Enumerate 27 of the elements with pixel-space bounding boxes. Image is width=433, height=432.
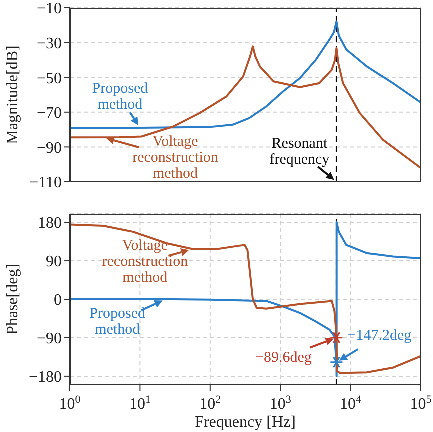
x-tick-label: 10$^{4}$ (340, 394, 362, 413)
y-tick-label: 0 (54, 292, 62, 310)
y-axis-title: Phase[deg] (4, 264, 22, 336)
y-tick-label: −70 (36, 105, 62, 122)
y-tick-label: −10 (36, 0, 62, 18)
annotation: −147.2deg (346, 328, 413, 344)
y-tick-label: −180 (28, 369, 62, 386)
y-tick-label: −90 (36, 330, 62, 348)
x-tick-label: 10$^{1}$ (129, 394, 151, 413)
x-tick-label: 10$^{2}$ (200, 394, 222, 413)
x-tick-label: 10$^{5}$ (410, 394, 432, 413)
annotation: −89.6deg (254, 350, 313, 366)
y-axis-title: Magnitude[dB] (4, 46, 22, 144)
annotation: Proposed method (91, 81, 150, 114)
y-tick-label: −50 (36, 70, 62, 88)
annotation: Voltage reconstruction method (101, 238, 190, 286)
y-tick-label: 180 (38, 215, 62, 232)
annotation: Proposed method (88, 306, 146, 338)
annotation: Voltage reconstruction method (132, 134, 220, 182)
annotation: Resonant frequency (268, 136, 331, 168)
x-tick-label: 10$^{0}$ (59, 394, 82, 413)
y-tick-label: −30 (36, 35, 62, 52)
x-axis-title: Frequency [Hz] (195, 414, 296, 431)
y-tick-label: −90 (36, 140, 62, 157)
y-tick-label: 90 (46, 254, 62, 271)
x-tick-label: 10$^{3}$ (270, 394, 292, 413)
y-tick-label: −110 (30, 174, 62, 192)
